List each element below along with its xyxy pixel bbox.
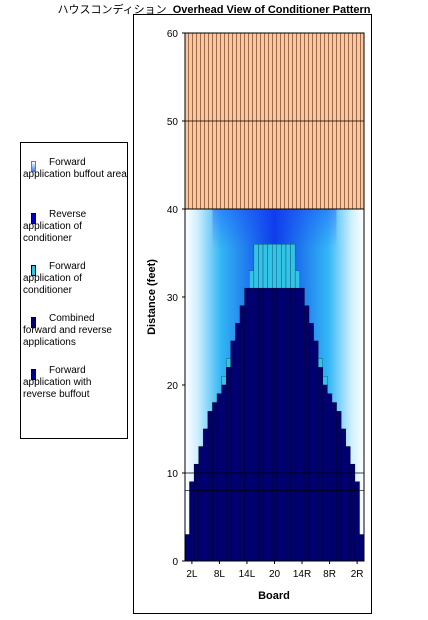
x-tick-label-2R: 2R — [351, 569, 364, 580]
legend-swatch-reverse-buffout — [31, 369, 36, 380]
combined-bar-8R — [327, 393, 333, 562]
combined-bar-12R — [308, 323, 314, 562]
y-tick-label-30: 30 — [167, 293, 179, 304]
chart-title-jp: ハウスコンディション — [57, 3, 167, 16]
x-tick-label-14L: 14L — [239, 569, 256, 580]
combined-bar-4R — [345, 446, 351, 562]
combined-bar-14L — [244, 287, 250, 562]
combined-bar-18L — [262, 287, 268, 562]
combined-bar-13R — [304, 305, 310, 562]
legend-swatch-forward — [31, 265, 36, 276]
combined-bar-6L — [207, 411, 213, 562]
combined-bar-11L — [230, 340, 236, 562]
combined-bar-2R — [354, 481, 360, 562]
combined-bar-10L — [226, 367, 232, 562]
combined-bar-20 — [271, 287, 278, 562]
combined-bar-19R — [276, 287, 282, 562]
y-tick-label-10: 10 — [167, 469, 179, 480]
x-axis-title: Board — [258, 590, 290, 602]
combined-bar-2L — [189, 481, 195, 562]
combined-bar-11R — [313, 340, 319, 562]
x-tick-label-14R: 14R — [293, 569, 311, 580]
combined-bar-1R — [359, 534, 365, 562]
combined-bar-16L — [253, 287, 259, 562]
legend: Forward application buffout area Reverse… — [20, 142, 128, 439]
legend-label-reverse-buffout: Forward application with reverse buffout — [23, 365, 92, 400]
legend-label-forward: Forward application of conditioner — [23, 261, 86, 296]
combined-bar-15R — [294, 287, 300, 562]
x-tick-label-20: 20 — [269, 569, 281, 580]
combined-bar-5L — [203, 428, 209, 562]
y-tick-label-0: 0 — [172, 557, 178, 568]
plot-area: 0 10 20 30 40 50 60 2L 8L 14L 20 14R 8R 2R — [167, 29, 365, 580]
y-tick-label-20: 20 — [167, 381, 179, 392]
combined-bar-4L — [198, 446, 204, 562]
combined-bar-19L — [267, 287, 273, 562]
combined-bar-3R — [349, 463, 356, 562]
legend-label-buffout: Forward application buffout area — [23, 157, 127, 180]
combined-bar-12L — [235, 323, 241, 562]
combined-bar-3L — [193, 463, 200, 562]
y-axis-title: Distance (feet) — [146, 259, 158, 335]
chart-frame — [133, 14, 372, 614]
x-tick-label-8R: 8R — [323, 569, 336, 580]
combined-bar-6R — [336, 411, 342, 562]
buffout-top-fade — [212, 209, 337, 249]
legend-swatch-buffout — [31, 161, 36, 172]
combined-bar-16R — [290, 287, 296, 562]
combined-bar-7L — [212, 402, 218, 562]
y-tick-label-40: 40 — [167, 205, 179, 216]
x-tick-label-2L: 2L — [186, 569, 198, 580]
combined-bar-17L — [258, 287, 264, 562]
combined-bar-10R — [317, 367, 323, 562]
chart-title-en: Overhead View of Conditioner Pattern — [172, 4, 371, 16]
combined-bar-18R — [281, 287, 287, 562]
combined-bar-8L — [216, 393, 222, 562]
x-tick-label-8L: 8L — [214, 569, 226, 580]
legend-label-reverse: Reverse application of conditioner — [23, 209, 87, 244]
combined-bar-5R — [340, 428, 346, 562]
combined-bar-15L — [249, 287, 255, 562]
y-tick-label-60: 60 — [167, 29, 179, 40]
combined-bar-14R — [299, 287, 305, 562]
combined-bar-1L — [184, 534, 190, 562]
legend-swatch-reverse — [31, 213, 36, 224]
combined-bar-13L — [239, 305, 245, 562]
combined-bar-7R — [331, 402, 337, 562]
combined-bar-17R — [285, 287, 291, 562]
y-tick-label-50: 50 — [167, 117, 179, 128]
chart-title: ハウスコンディション Overhead View of Conditioner P… — [0, 1, 428, 17]
legend-label-combined: Combined forward and reverse application… — [23, 313, 112, 348]
legend-swatch-combined — [31, 317, 36, 328]
